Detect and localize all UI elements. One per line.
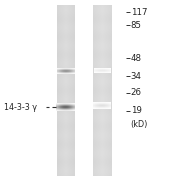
Text: (kD): (kD) (131, 120, 148, 129)
Text: 14-3-3 γ: 14-3-3 γ (4, 103, 37, 112)
Text: 48: 48 (131, 54, 142, 63)
Text: 34: 34 (131, 72, 142, 81)
Text: 26: 26 (131, 88, 142, 97)
Text: 85: 85 (131, 21, 142, 30)
Text: 19: 19 (131, 106, 141, 115)
Text: 117: 117 (131, 8, 147, 17)
